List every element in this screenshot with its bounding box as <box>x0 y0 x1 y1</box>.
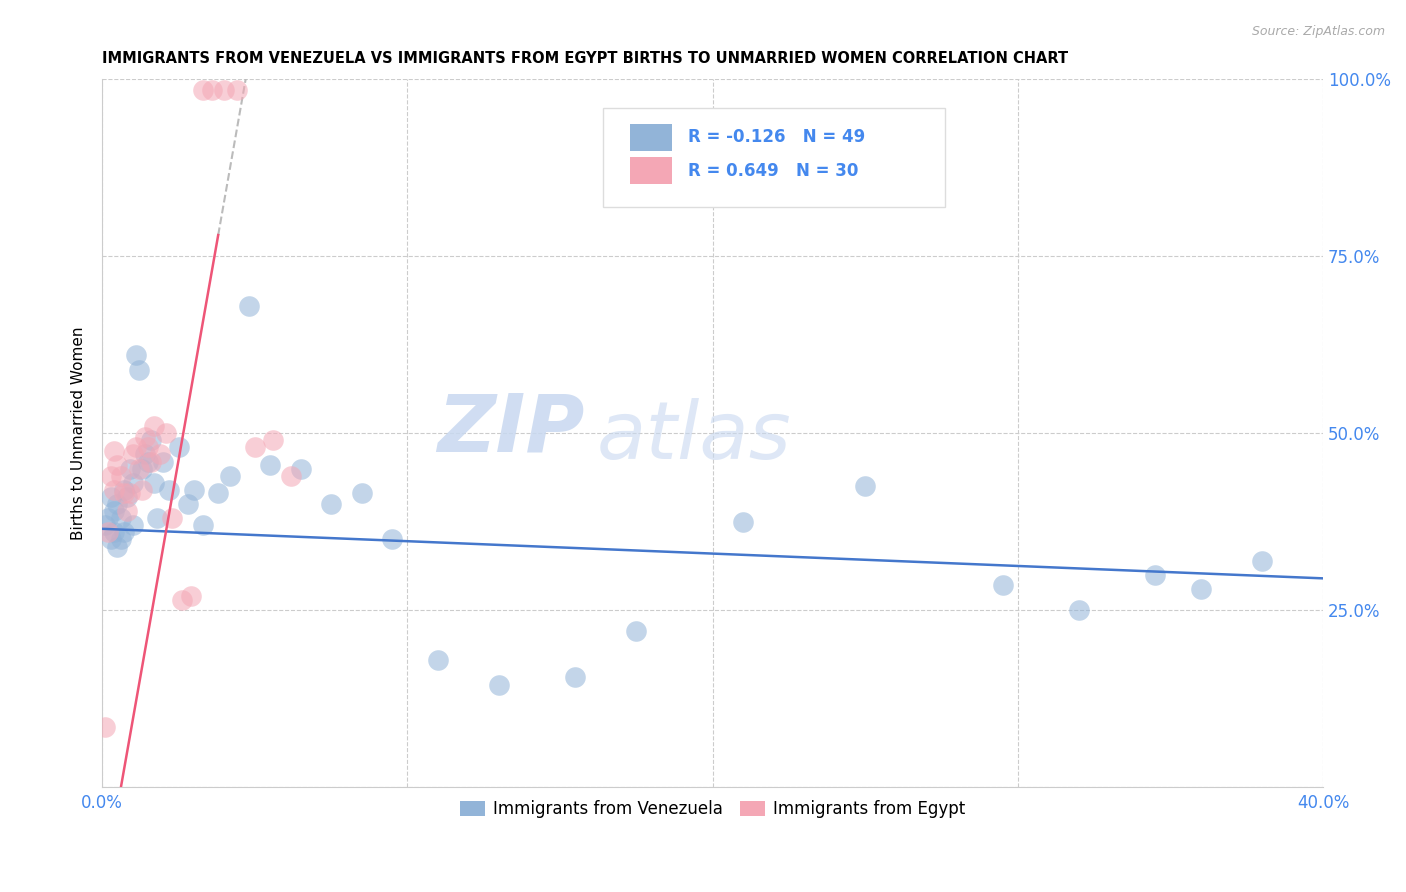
Point <box>121 518 143 533</box>
Point <box>564 670 586 684</box>
Text: R = 0.649   N = 30: R = 0.649 N = 30 <box>689 161 859 179</box>
Point <box>112 486 135 500</box>
Point <box>131 461 153 475</box>
Point <box>191 83 214 97</box>
Point <box>191 518 214 533</box>
Point <box>350 486 373 500</box>
Point <box>139 454 162 468</box>
Point <box>103 525 125 540</box>
Point <box>183 483 205 497</box>
Point <box>112 525 135 540</box>
Point <box>146 511 169 525</box>
Point <box>125 348 148 362</box>
Point <box>143 419 166 434</box>
Point <box>118 486 141 500</box>
Point <box>134 448 156 462</box>
Point <box>136 441 159 455</box>
Point <box>262 434 284 448</box>
Point <box>321 497 343 511</box>
Point <box>107 540 129 554</box>
Point <box>100 533 122 547</box>
Point <box>152 454 174 468</box>
Point <box>1067 603 1090 617</box>
Point <box>134 430 156 444</box>
Text: ZIP: ZIP <box>437 391 585 468</box>
Point <box>110 468 132 483</box>
Point <box>426 653 449 667</box>
Point <box>103 483 125 497</box>
Point <box>103 504 125 518</box>
Point <box>243 441 266 455</box>
Point <box>110 533 132 547</box>
Point <box>100 468 122 483</box>
Point <box>128 362 150 376</box>
Text: atlas: atlas <box>596 398 792 475</box>
Point <box>121 448 143 462</box>
FancyBboxPatch shape <box>603 108 945 207</box>
Point <box>125 441 148 455</box>
Point <box>488 677 510 691</box>
Point <box>110 511 132 525</box>
Point <box>128 461 150 475</box>
Point <box>115 490 138 504</box>
Text: IMMIGRANTS FROM VENEZUELA VS IMMIGRANTS FROM EGYPT BIRTHS TO UNMARRIED WOMEN COR: IMMIGRANTS FROM VENEZUELA VS IMMIGRANTS … <box>103 51 1069 66</box>
Point <box>139 434 162 448</box>
Point <box>259 458 281 472</box>
Point <box>143 475 166 490</box>
Point <box>131 483 153 497</box>
Point <box>201 83 224 97</box>
Point <box>1251 554 1274 568</box>
Legend: Immigrants from Venezuela, Immigrants from Egypt: Immigrants from Venezuela, Immigrants fr… <box>453 794 972 825</box>
Point <box>219 468 242 483</box>
Point <box>107 458 129 472</box>
Point <box>97 511 120 525</box>
Point <box>118 461 141 475</box>
Point <box>149 448 172 462</box>
Point <box>180 589 202 603</box>
Point <box>214 83 236 97</box>
Point <box>207 486 229 500</box>
Point <box>733 515 755 529</box>
Point <box>94 720 117 734</box>
Point <box>121 475 143 490</box>
Point <box>290 461 312 475</box>
Point <box>225 83 247 97</box>
Point <box>280 468 302 483</box>
Point <box>1144 567 1167 582</box>
Point <box>626 624 648 639</box>
Point <box>167 441 190 455</box>
Text: R = -0.126   N = 49: R = -0.126 N = 49 <box>689 128 866 146</box>
Point <box>136 454 159 468</box>
Point <box>176 497 198 511</box>
FancyBboxPatch shape <box>630 157 672 184</box>
Point <box>1189 582 1212 596</box>
Point <box>97 525 120 540</box>
Point <box>94 518 117 533</box>
Point <box>112 483 135 497</box>
Point <box>157 483 180 497</box>
Point <box>103 444 125 458</box>
Point <box>381 533 404 547</box>
Point <box>853 479 876 493</box>
Text: Source: ZipAtlas.com: Source: ZipAtlas.com <box>1251 25 1385 38</box>
FancyBboxPatch shape <box>630 124 672 151</box>
Point <box>170 592 193 607</box>
Point <box>100 490 122 504</box>
Point <box>155 426 177 441</box>
Point <box>991 578 1014 592</box>
Y-axis label: Births to Unmarried Women: Births to Unmarried Women <box>72 326 86 540</box>
Point <box>162 511 184 525</box>
Point <box>115 504 138 518</box>
Point <box>107 497 129 511</box>
Point <box>238 299 260 313</box>
